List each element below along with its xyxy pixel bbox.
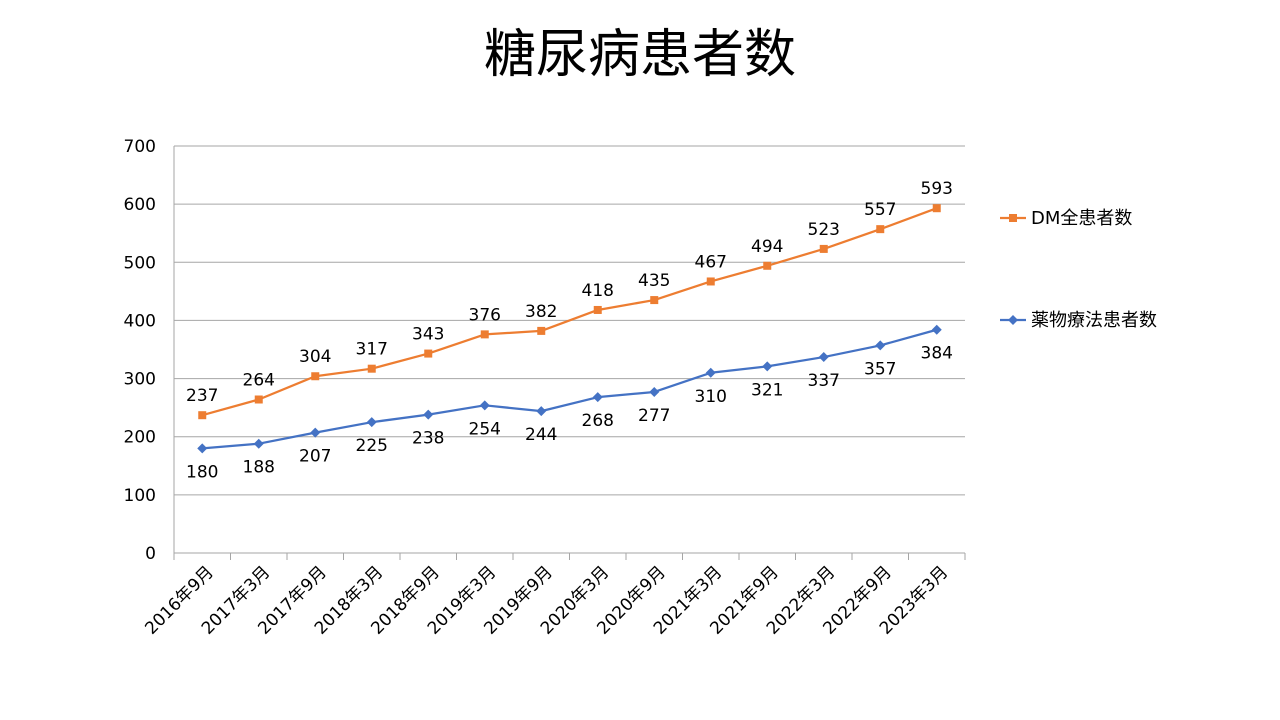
data-point — [197, 443, 208, 454]
axes — [173, 146, 966, 560]
data-label: 343 — [412, 325, 444, 345]
data-label: 188 — [243, 458, 275, 478]
data-label: 321 — [751, 380, 783, 400]
data-point — [876, 225, 885, 234]
data-point — [480, 330, 489, 339]
data-point — [650, 296, 659, 305]
data-point — [254, 395, 263, 404]
legend-item: DM全患者数 — [1000, 208, 1132, 229]
series-2: 180 188 207 225 238 254 244 268 277 310 321 337 357 3… — [186, 324, 953, 482]
y-tick-label: 400 — [124, 311, 156, 331]
legend-marker — [1009, 214, 1017, 222]
data-label: 180 — [186, 462, 218, 482]
y-tick-label: 100 — [124, 486, 156, 506]
data-label: 337 — [808, 371, 840, 391]
data-point — [818, 352, 829, 363]
y-tick-label: 700 — [124, 137, 156, 157]
data-label: 494 — [751, 237, 783, 257]
data-point — [875, 340, 886, 351]
data-label: 244 — [525, 425, 557, 445]
data-label: 382 — [525, 302, 557, 322]
data-label: 225 — [356, 436, 388, 456]
data-point — [310, 427, 321, 438]
legend-item: 薬物療法患者数 — [1000, 310, 1157, 331]
data-point — [649, 386, 660, 397]
y-tick-label: 300 — [124, 370, 156, 390]
data-point — [367, 364, 376, 373]
legend-label: 薬物療法患者数 — [1031, 310, 1157, 331]
data-point — [705, 367, 716, 378]
series-line — [201, 207, 938, 417]
data-point — [198, 411, 207, 420]
data-label: 268 — [582, 411, 614, 431]
data-label: 435 — [638, 271, 670, 291]
data-point — [763, 261, 772, 270]
data-label: 310 — [695, 387, 727, 407]
data-point — [424, 349, 433, 358]
x-axis-ticks: 2016年9月2017年3月2017年9月2018年3月2018年9月2019年… — [141, 562, 952, 638]
data-label: 593 — [921, 179, 953, 199]
data-point — [537, 326, 546, 335]
data-label: 304 — [299, 347, 331, 367]
data-label: 467 — [695, 252, 727, 272]
data-point — [536, 406, 547, 417]
y-axis-ticks: 0 100 200 300 400 500 600 700 — [124, 137, 156, 564]
data-label: 523 — [808, 220, 840, 240]
legend-marker — [1008, 315, 1018, 325]
series-1: 237 264 304 317 343 376 382 418 435 467 494 523 557 5… — [186, 179, 953, 420]
data-point — [762, 361, 773, 372]
data-point — [479, 400, 490, 411]
data-point — [253, 438, 264, 449]
series-line — [202, 328, 938, 450]
data-label: 557 — [864, 200, 896, 220]
data-label: 264 — [243, 371, 275, 391]
y-tick-label: 0 — [145, 544, 156, 564]
data-point — [423, 409, 434, 420]
data-label: 277 — [638, 406, 670, 426]
data-label: 357 — [864, 359, 896, 379]
data-label: 254 — [469, 419, 501, 439]
chart-title: 糖尿病患者数 — [484, 25, 796, 85]
data-label: 237 — [186, 386, 218, 406]
legend-label: DM全患者数 — [1031, 208, 1132, 229]
data-label: 384 — [921, 344, 953, 364]
y-tick-label: 200 — [124, 428, 156, 448]
data-label: 238 — [412, 429, 444, 449]
data-point — [706, 277, 715, 286]
data-point — [931, 324, 942, 335]
data-label: 376 — [469, 305, 501, 325]
data-label: 207 — [299, 447, 331, 467]
data-point — [819, 244, 828, 253]
data-point — [311, 372, 320, 381]
data-point — [932, 204, 941, 213]
data-label: 317 — [356, 340, 388, 360]
series-layer: 237 264 304 317 343 376 382 418 435 467 494 523 557 5… — [186, 179, 953, 482]
data-point — [592, 392, 603, 403]
y-tick-label: 500 — [124, 253, 156, 273]
y-tick-label: 600 — [124, 195, 156, 215]
data-point — [593, 305, 602, 314]
data-label: 418 — [582, 281, 614, 301]
gridlines — [174, 145, 965, 496]
data-point — [366, 417, 377, 428]
